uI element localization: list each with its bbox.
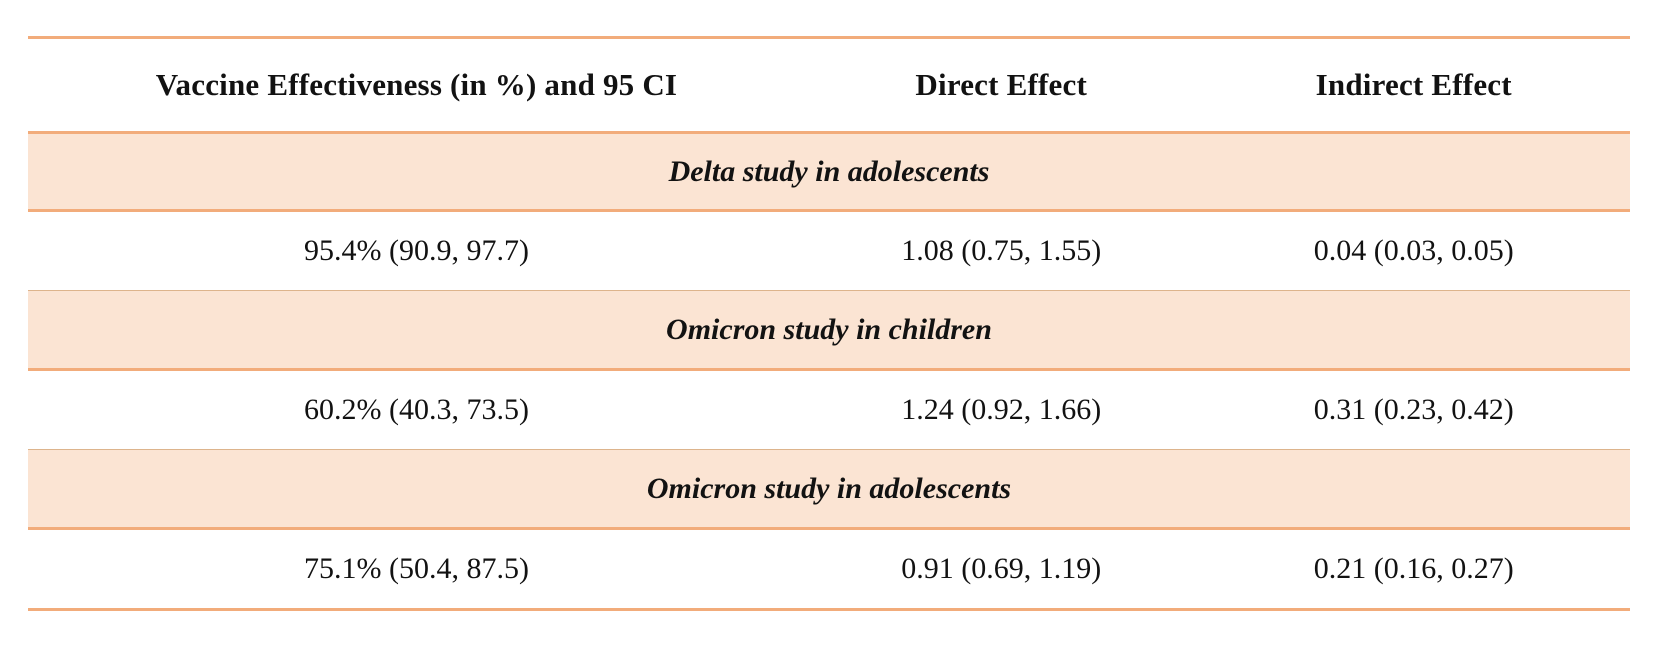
section-band-delta-adolescents: Delta study in adolescents bbox=[28, 134, 1630, 212]
cell-vaccine-effectiveness: 60.2% (40.3, 73.5) bbox=[303, 393, 529, 426]
section-title: Omicron study in children bbox=[666, 312, 992, 346]
cell-indirect-effect: 0.31 (0.23, 0.42) bbox=[1313, 393, 1514, 426]
cell-indirect-effect: 0.04 (0.03, 0.05) bbox=[1313, 234, 1514, 267]
cell-vaccine-effectiveness: 75.1% (50.4, 87.5) bbox=[303, 552, 529, 585]
table-row: 95.4% (90.9, 97.7) 1.08 (0.75, 1.55) 0.0… bbox=[28, 212, 1630, 290]
column-header-vaccine-effectiveness: Vaccine Effectiveness (in %) and 95 CI bbox=[155, 67, 678, 102]
column-header-direct-effect: Direct Effect bbox=[915, 67, 1087, 102]
section-band-omicron-children: Omicron study in children bbox=[28, 290, 1630, 371]
column-header-indirect-effect: Indirect Effect bbox=[1315, 67, 1512, 102]
cell-direct-effect: 1.08 (0.75, 1.55) bbox=[901, 234, 1102, 267]
results-table: Vaccine Effectiveness (in %) and 95 CI D… bbox=[28, 36, 1630, 611]
section-band-omicron-adolescents: Omicron study in adolescents bbox=[28, 449, 1630, 530]
table-header-row: Vaccine Effectiveness (in %) and 95 CI D… bbox=[28, 39, 1630, 134]
cell-vaccine-effectiveness: 95.4% (90.9, 97.7) bbox=[303, 234, 529, 267]
section-title: Delta study in adolescents bbox=[668, 154, 990, 188]
cell-direct-effect: 0.91 (0.69, 1.19) bbox=[901, 552, 1102, 585]
table-row: 75.1% (50.4, 87.5) 0.91 (0.69, 1.19) 0.2… bbox=[28, 530, 1630, 608]
table-row: 60.2% (40.3, 73.5) 1.24 (0.92, 1.66) 0.3… bbox=[28, 371, 1630, 449]
section-title: Omicron study in adolescents bbox=[646, 471, 1012, 505]
cell-direct-effect: 1.24 (0.92, 1.66) bbox=[901, 393, 1102, 426]
cell-indirect-effect: 0.21 (0.16, 0.27) bbox=[1313, 552, 1514, 585]
